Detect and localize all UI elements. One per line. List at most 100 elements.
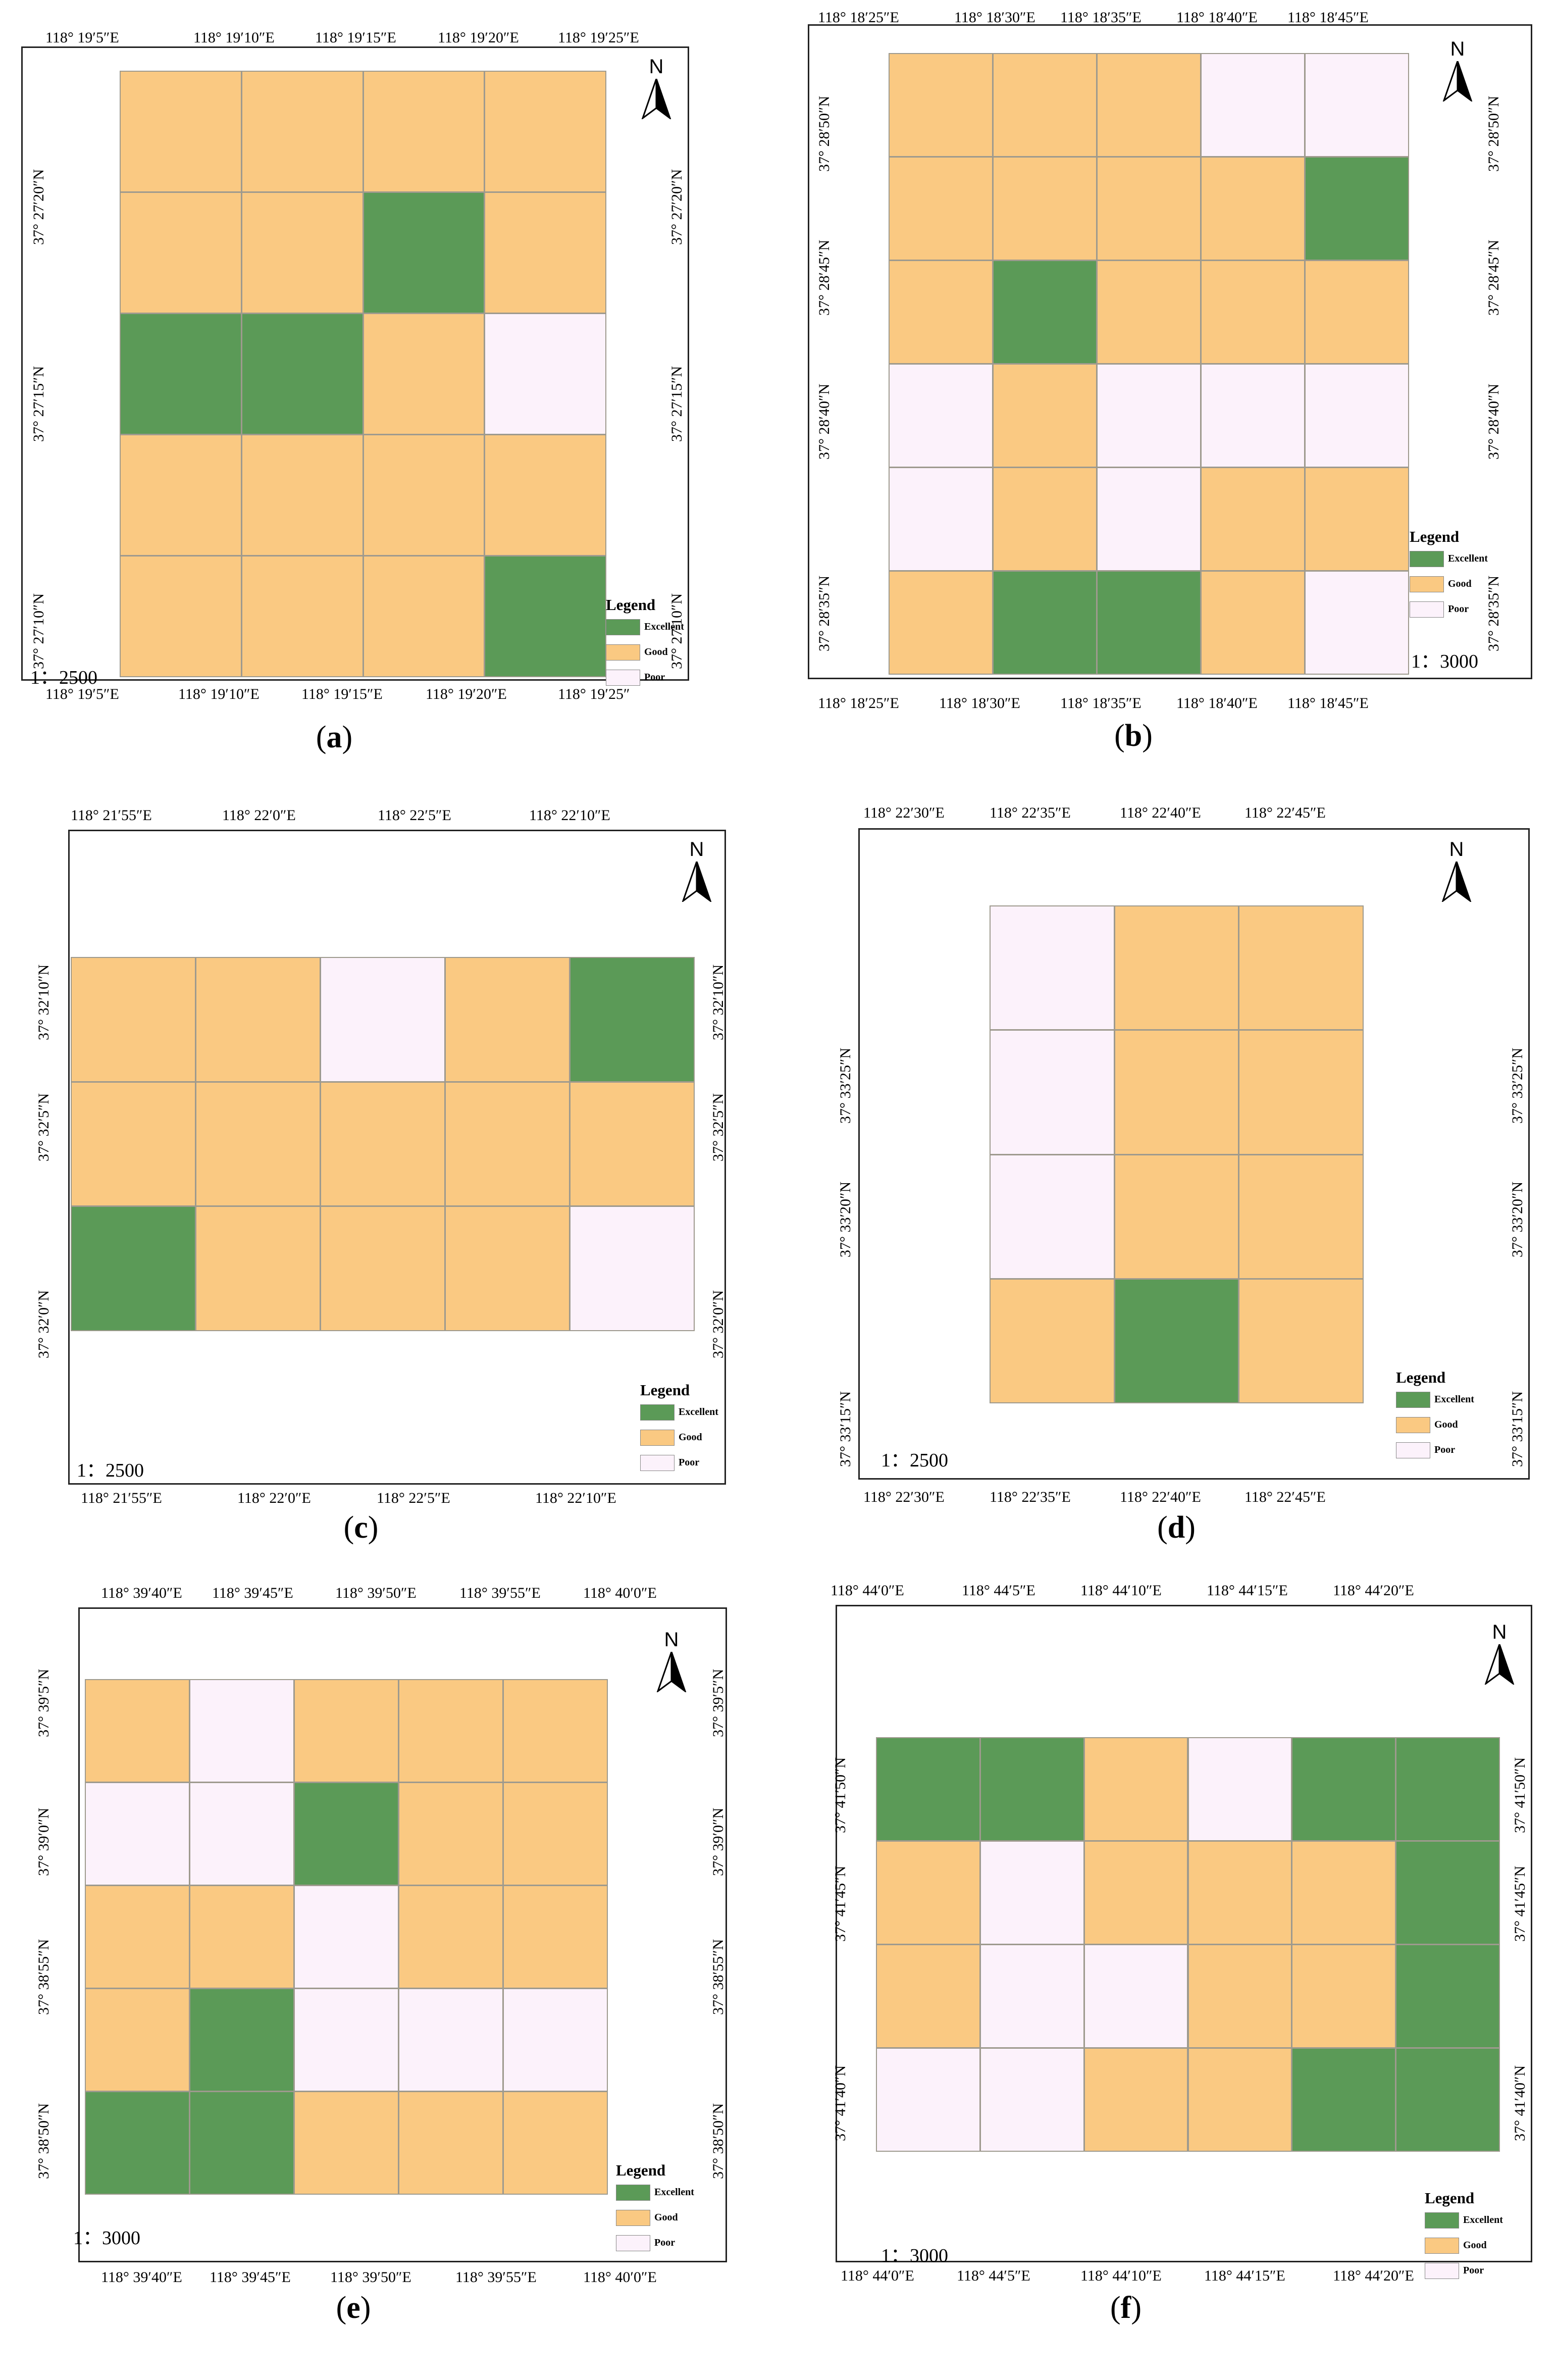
top-longitude-label: 118° 39′55″E: [459, 1585, 541, 1601]
left-latitude-label: 37° 28′40″N: [816, 383, 833, 460]
bottom-longitude-label: 118° 18′25″E: [818, 695, 899, 712]
grid-cell-excellent: [294, 1782, 399, 1886]
grid-cell-excellent: [1291, 2048, 1396, 2152]
north-arrow-icon: N: [1439, 838, 1474, 904]
left-latitude-label: 37° 32′5″N: [35, 1093, 52, 1161]
top-longitude-label: 118° 44′10″E: [1080, 1582, 1162, 1599]
grid-cell-poor: [85, 1782, 190, 1886]
bottom-longitude-label: 118° 18′45″E: [1287, 695, 1369, 712]
grid-cell-good: [1187, 2048, 1292, 2152]
top-longitude-label: 118° 19′25″E: [558, 29, 639, 46]
grid-cell-excellent: [1305, 157, 1409, 261]
bottom-longitude-label: 118° 44′10″E: [1080, 2267, 1162, 2284]
legend-swatch-poor: [1396, 1442, 1430, 1458]
left-latitude-label: 37° 41′45″N: [832, 1865, 849, 1942]
left-latitude-label: 37° 39′0″N: [35, 1807, 52, 1876]
grid-cell-poor: [484, 313, 606, 435]
legend-swatch-good: [1396, 1417, 1430, 1433]
grid-cell-good: [1187, 1841, 1292, 1945]
right-latitude-label: 37° 28′50″N: [1485, 95, 1502, 172]
grid-cell-good: [1201, 260, 1305, 364]
grid-cell-good: [889, 571, 993, 675]
bottom-longitude-label: 118° 39′55″E: [455, 2269, 537, 2286]
legend-swatch-good: [1425, 2238, 1459, 2254]
bottom-longitude-label: 118° 22′10″E: [535, 1490, 616, 1506]
north-label: N: [1449, 838, 1464, 860]
north-label: N: [1450, 38, 1465, 60]
legend-label-excellent: Excellent: [679, 1406, 718, 1417]
grid-cell-good: [1201, 157, 1305, 261]
legend-swatch-poor: [606, 670, 640, 686]
grid-cell-excellent: [876, 1737, 980, 1841]
grid-cell-good: [398, 1885, 503, 1989]
bottom-longitude-label: 118° 39′40″E: [101, 2269, 182, 2286]
left-latitude-label: 37° 33′15″N: [837, 1391, 854, 1467]
grid-cell-good: [195, 1081, 321, 1207]
bottom-longitude-label: 118° 22′30″E: [863, 1489, 945, 1505]
grid-cell-good: [241, 71, 364, 192]
legend-swatch-poor: [616, 2235, 650, 2251]
right-latitude-label: 37° 32′10″N: [710, 964, 727, 1040]
grid-cell-good: [1097, 260, 1201, 364]
top-longitude-label: 118° 18′25″E: [818, 9, 899, 26]
top-longitude-label: 118° 19′5″E: [45, 29, 119, 46]
scale-label: 1：2500: [881, 1450, 949, 1471]
grid-cell-good: [362, 71, 485, 192]
grid-cell-good: [241, 555, 364, 677]
right-latitude-label: 37° 32′5″N: [710, 1093, 727, 1161]
top-longitude-label: 118° 19′15″E: [315, 29, 396, 46]
legend-swatch-excellent: [640, 1404, 675, 1421]
top-longitude-label: 118° 18′30″E: [954, 9, 1035, 26]
grid-cell-good: [1114, 1154, 1239, 1279]
bottom-longitude-label: 118° 19′15″E: [301, 686, 383, 702]
grid-cell-good: [241, 434, 364, 556]
grid-cell-good: [120, 71, 242, 192]
bottom-longitude-label: 118° 22′45″E: [1244, 1489, 1326, 1505]
bottom-longitude-label: 118° 22′35″E: [990, 1489, 1071, 1505]
bottom-longitude-label: 118° 22′40″E: [1120, 1489, 1201, 1505]
grid-cell-good: [362, 434, 485, 556]
right-latitude-label: 37° 27′20″N: [668, 169, 685, 245]
top-longitude-label: 118° 22′10″E: [529, 807, 610, 824]
grid-cell-good: [85, 1988, 190, 2092]
left-latitude-label: 37° 38′55″N: [35, 1939, 52, 2015]
grid-cell-excellent: [484, 555, 606, 677]
bottom-longitude-label: 118° 40′0″E: [583, 2269, 657, 2286]
grid-cell-good: [1238, 1030, 1364, 1155]
grid-cell-good: [398, 2091, 503, 2195]
top-longitude-label: 118° 22′0″E: [222, 807, 296, 824]
right-latitude-label: 37° 39′5″N: [710, 1668, 727, 1737]
top-longitude-label: 118° 22′45″E: [1244, 804, 1326, 821]
grid-cell-good: [993, 157, 1097, 261]
grid-cell-good: [1238, 1278, 1364, 1403]
right-latitude-label: 37° 41′50″N: [1512, 1757, 1528, 1833]
grid-cell-good: [503, 2091, 608, 2195]
grid-cell-excellent: [1395, 1737, 1500, 1841]
grid-cell-poor: [1305, 53, 1409, 157]
grid-cell-good: [120, 192, 242, 314]
grid-cell-good: [294, 2091, 399, 2195]
left-latitude-label: 37° 32′0″N: [35, 1290, 52, 1358]
grid-cell-excellent: [85, 2091, 190, 2195]
top-longitude-label: 118° 18′40″E: [1176, 9, 1258, 26]
legend-label-poor: Poor: [1434, 1444, 1456, 1455]
grid-cell-good: [445, 1081, 570, 1207]
legend-swatch-poor: [1425, 2263, 1459, 2279]
grid-cell-poor: [990, 905, 1115, 1031]
grid-cell-poor: [503, 1988, 608, 2092]
top-longitude-label: 118° 44′20″E: [1333, 1582, 1414, 1599]
right-latitude-label: 37° 33′15″N: [1509, 1391, 1526, 1467]
grid-cell-good: [85, 1885, 190, 1989]
grid-cell-good: [1291, 1944, 1396, 2048]
bottom-longitude-label: 118° 39′45″E: [210, 2269, 291, 2286]
grid-cell-excellent: [569, 957, 695, 1082]
bottom-longitude-label: 118° 21′55″E: [81, 1490, 162, 1506]
grid-cell-good: [195, 1206, 321, 1331]
right-latitude-label: 37° 32′0″N: [710, 1290, 727, 1358]
right-latitude-label: 37° 38′55″N: [710, 1939, 727, 2015]
grid-cell-good: [362, 313, 485, 435]
grid-cell-good: [993, 53, 1097, 157]
bottom-longitude-label: 118° 18′30″E: [939, 695, 1020, 712]
right-latitude-label: 37° 41′40″N: [1512, 2065, 1528, 2141]
legend-title: Legend: [606, 596, 656, 614]
